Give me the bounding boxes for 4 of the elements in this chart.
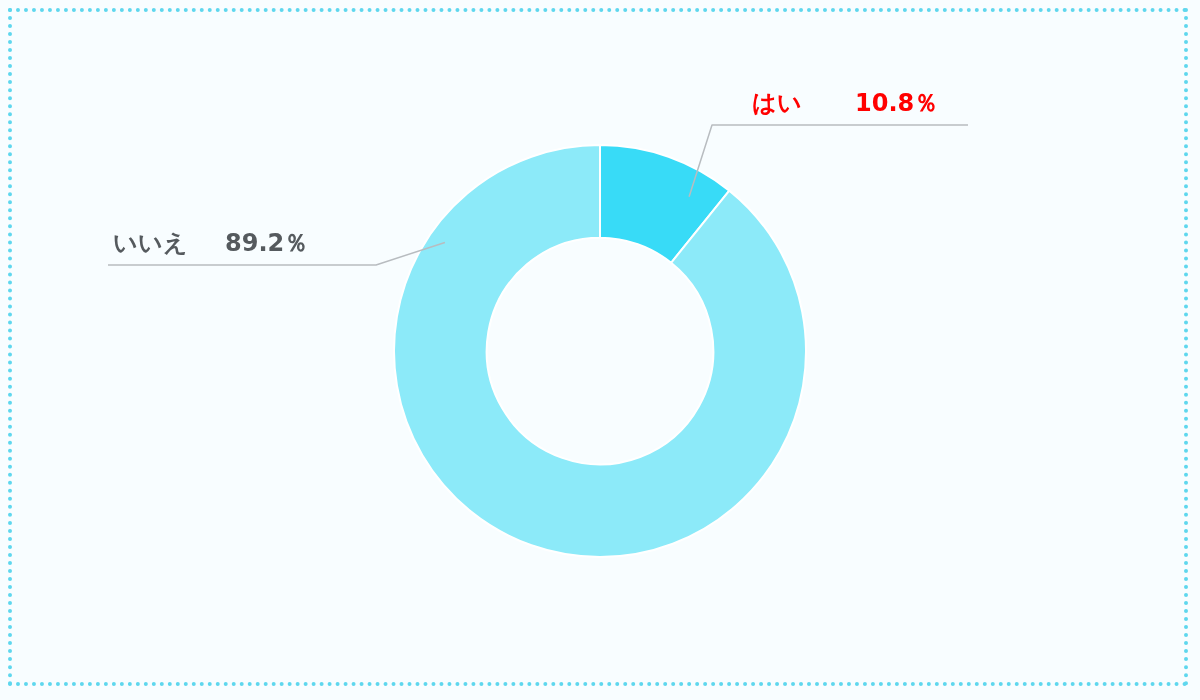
data-label: 10.8％ [855,89,939,117]
data-label: 89.2％ [225,229,309,257]
slice-label: はい [752,89,802,117]
slice-label: いいえ [113,229,188,257]
